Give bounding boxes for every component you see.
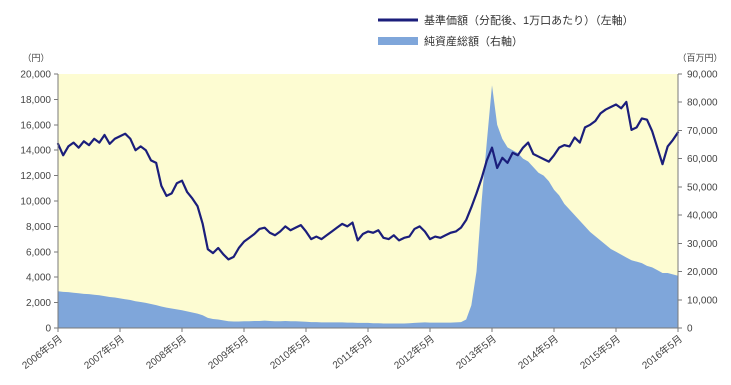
y-left-tick-label: 2,000 [26, 298, 51, 309]
y-right-tick-label: 50,000 [687, 182, 718, 193]
y-left-tick-label: 8,000 [26, 222, 51, 233]
y-right-tick-label: 0 [687, 324, 693, 335]
y-left-tick-label: 0 [45, 324, 51, 335]
legend-item-net-assets: 純資産総額（右軸） [378, 34, 523, 48]
y-right-tick-label: 70,000 [687, 126, 718, 137]
y-left-ticks: 0 2,000 4,000 6,000 8,000 10,000 12,000 14,000 1… [20, 70, 58, 335]
legend-item-nav: 基準価額（分配後、1万口あたり）（左軸） [378, 13, 634, 27]
y-right-tick-label: 40,000 [687, 211, 718, 222]
series-layer [56, 85, 680, 328]
y-right-tick-label: 20,000 [687, 267, 718, 278]
y-left-tick-label: 20,000 [20, 70, 51, 81]
y-left-tick-label: 10,000 [20, 197, 51, 208]
y-left-tick-label: 18,000 [20, 95, 51, 106]
y-left-tick-label: 12,000 [20, 171, 51, 182]
y-left-tick-label: 6,000 [26, 247, 51, 258]
legend-label-nav: 基準価額（分配後、1万口あたり）（左軸） [424, 13, 634, 27]
y-left-unit-label: （円） [22, 53, 49, 63]
y-right-tick-label: 30,000 [687, 239, 718, 250]
y-right-tick-label: 10,000 [687, 295, 718, 306]
legend: 基準価額（分配後、1万口あたり）（左軸） 純資産総額（右軸） [378, 13, 634, 48]
legend-label-net-assets: 純資産総額（右軸） [424, 34, 523, 48]
y-right-tick-label: 60,000 [687, 154, 718, 165]
legend-area-swatch [378, 37, 418, 45]
y-left-tick-label: 14,000 [20, 146, 51, 157]
y-left-tick-label: 16,000 [20, 120, 51, 131]
y-right-tick-label: 80,000 [687, 98, 718, 109]
y-right-unit-label: （百万円） [677, 53, 722, 63]
y-right-ticks: 0 10,000 20,000 30,000 40,000 50,000 60,000 70,… [678, 70, 718, 335]
y-left-tick-label: 4,000 [26, 273, 51, 284]
y-right-tick-label: 90,000 [687, 70, 718, 81]
nav-line [56, 100, 680, 261]
net-assets-area [58, 85, 678, 328]
